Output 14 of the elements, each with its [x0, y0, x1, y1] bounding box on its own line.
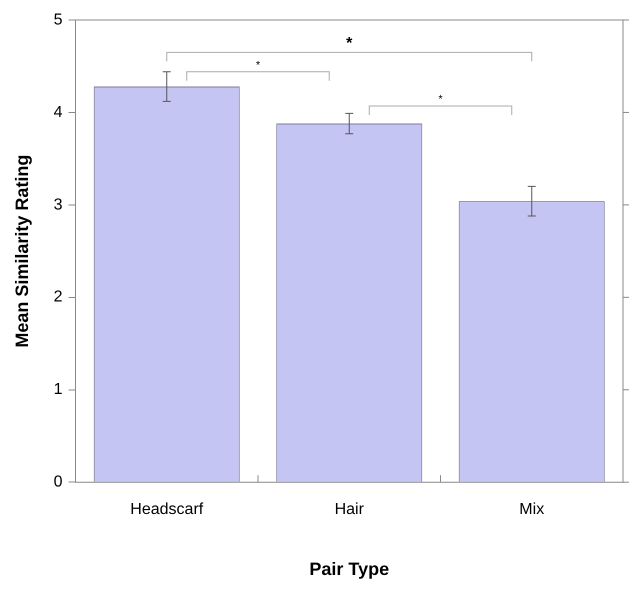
x-axis-title: Pair Type	[309, 559, 390, 580]
x-tick-label: Hair	[334, 501, 365, 518]
y-tick-label: 5	[54, 11, 63, 28]
y-tick-label: 2	[54, 288, 63, 306]
y-tick-label: 1	[54, 381, 63, 398]
y-axis-title: Mean Similarity Rating	[12, 154, 32, 348]
x-tick-label: Mix	[519, 501, 544, 518]
y-tick-label: 4	[54, 104, 63, 121]
annotation: *	[438, 94, 444, 106]
x-tick-label: Headscarf	[130, 501, 204, 518]
y-tick-label: 0	[54, 474, 63, 491]
annotation: *	[346, 34, 354, 52]
annotation: *	[256, 59, 261, 72]
y-tick-label: 3	[54, 196, 63, 214]
